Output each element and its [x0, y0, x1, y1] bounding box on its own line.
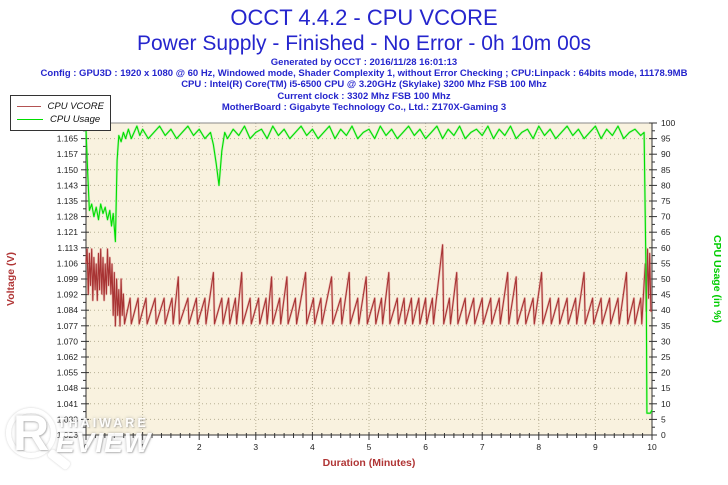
x-tick-label: 6: [423, 442, 428, 452]
legend-item-cpu-usage: CPU Usage: [17, 113, 104, 126]
vcore-line-swatch-icon: [17, 106, 41, 107]
y-left-tick-label: 1.121: [57, 227, 79, 237]
y-left-tick-label: 1.070: [57, 336, 79, 346]
y-left-tick-label: 1.055: [57, 368, 79, 378]
cpu-line: CPU : Intel(R) Core(TM) i5-6500 CPU @ 3.…: [181, 79, 547, 91]
y-right-tick-label: 15: [661, 383, 671, 393]
y-right-tick-label: 75: [661, 196, 671, 206]
x-tick-label: 7: [480, 442, 485, 452]
x-tick-label: 5: [367, 442, 372, 452]
y-left-tick-label: 1.041: [57, 399, 79, 409]
y-right-tick-label: 60: [661, 243, 671, 253]
y-right-tick-label: 35: [661, 321, 671, 331]
y-right-tick-label: 5: [661, 414, 666, 424]
y-right-axis-title: CPU Usage (in %): [711, 235, 723, 323]
y-left-tick-label: 1.077: [57, 321, 79, 331]
y-right-tick-label: 90: [661, 149, 671, 159]
x-tick-label: 1: [140, 442, 145, 452]
x-tick-label: 10: [647, 442, 657, 452]
y-right-tick-label: 0: [661, 430, 666, 440]
y-left-tick-label: 1.092: [57, 290, 79, 300]
y-left-axis-title: Voltage (V): [5, 252, 17, 306]
y-right-tick-label: 10: [661, 399, 671, 409]
y-left-tick-label: 1.062: [57, 352, 79, 362]
y-right-tick-label: 30: [661, 336, 671, 346]
motherboard-line: MotherBoard : Gigabyte Technology Co., L…: [221, 101, 507, 113]
generated-line: Generated by OCCT : 2016/11/28 16:01:13: [270, 57, 458, 68]
y-left-tick-label: 1.165: [57, 134, 79, 144]
legend-item-cpu-vcore: CPU VCORE: [17, 100, 104, 113]
y-left-tick-label: 1.033: [57, 414, 79, 424]
page-title: OCCT 4.4.2 - CPU VCORE: [230, 5, 498, 30]
y-right-tick-label: 70: [661, 212, 671, 222]
y-right-tick-label: 45: [661, 290, 671, 300]
x-tick-label: 0: [84, 442, 89, 452]
chart-legend: CPU VCORE CPU Usage: [10, 95, 111, 131]
y-left-tick-label: 1.157: [57, 149, 79, 159]
y-left-tick-label: 1.128: [57, 212, 79, 222]
config-line: Config : GPU3D : 1920 x 1080 @ 60 Hz, Wi…: [40, 68, 688, 80]
y-right-tick-label: 85: [661, 165, 671, 175]
y-left-tick-label: 1.106: [57, 258, 79, 268]
series-line-cpu-usage: [85, 125, 653, 414]
y-right-tick-label: 80: [661, 180, 671, 190]
x-tick-label: 9: [593, 442, 598, 452]
y-left-tick-label: 1.143: [57, 180, 79, 190]
x-axis-title: Duration (Minutes): [323, 457, 416, 469]
y-left-tick-label: 1.099: [57, 274, 79, 284]
y-left-tick-label: 1.026: [57, 430, 79, 440]
y-right-tick-label: 25: [661, 352, 671, 362]
y-left-tick-label: 1.135: [57, 196, 79, 206]
y-left-tick-label: 1.084: [57, 305, 79, 315]
y-right-tick-label: 20: [661, 368, 671, 378]
y-right-tick-label: 55: [661, 258, 671, 268]
page-subtitle: Power Supply - Finished - No Error - 0h …: [136, 32, 591, 55]
y-right-tick-label: 40: [661, 305, 671, 315]
y-right-tick-label: 100: [661, 118, 675, 128]
y-right-tick-label: 65: [661, 227, 671, 237]
chart-area: 1.1721001.165951.157901.150851.143801.13…: [0, 112, 728, 485]
x-tick-label: 3: [253, 442, 258, 452]
legend-label: CPU Usage: [50, 114, 101, 125]
series-line-cpu-vcore: [85, 244, 652, 327]
clock-line: Current clock : 3302 Mhz FSB 100 Mhz: [277, 90, 451, 102]
y-left-tick-label: 1.113: [57, 243, 78, 253]
y-right-tick-label: 95: [661, 134, 671, 144]
usage-line-swatch-icon: [17, 119, 43, 120]
x-tick-label: 4: [310, 442, 315, 452]
line-chart: 1.1721001.165951.157901.150851.143801.13…: [5, 118, 723, 469]
y-left-tick-label: 1.048: [57, 383, 79, 393]
y-left-tick-label: 1.150: [57, 165, 79, 175]
legend-label: CPU VCORE: [47, 101, 104, 112]
report-header: OCCT 4.4.2 - CPU VCORE Power Supply - Fi…: [0, 4, 728, 113]
x-tick-label: 2: [197, 442, 202, 452]
y-right-tick-label: 50: [661, 274, 671, 284]
x-tick-label: 8: [536, 442, 541, 452]
